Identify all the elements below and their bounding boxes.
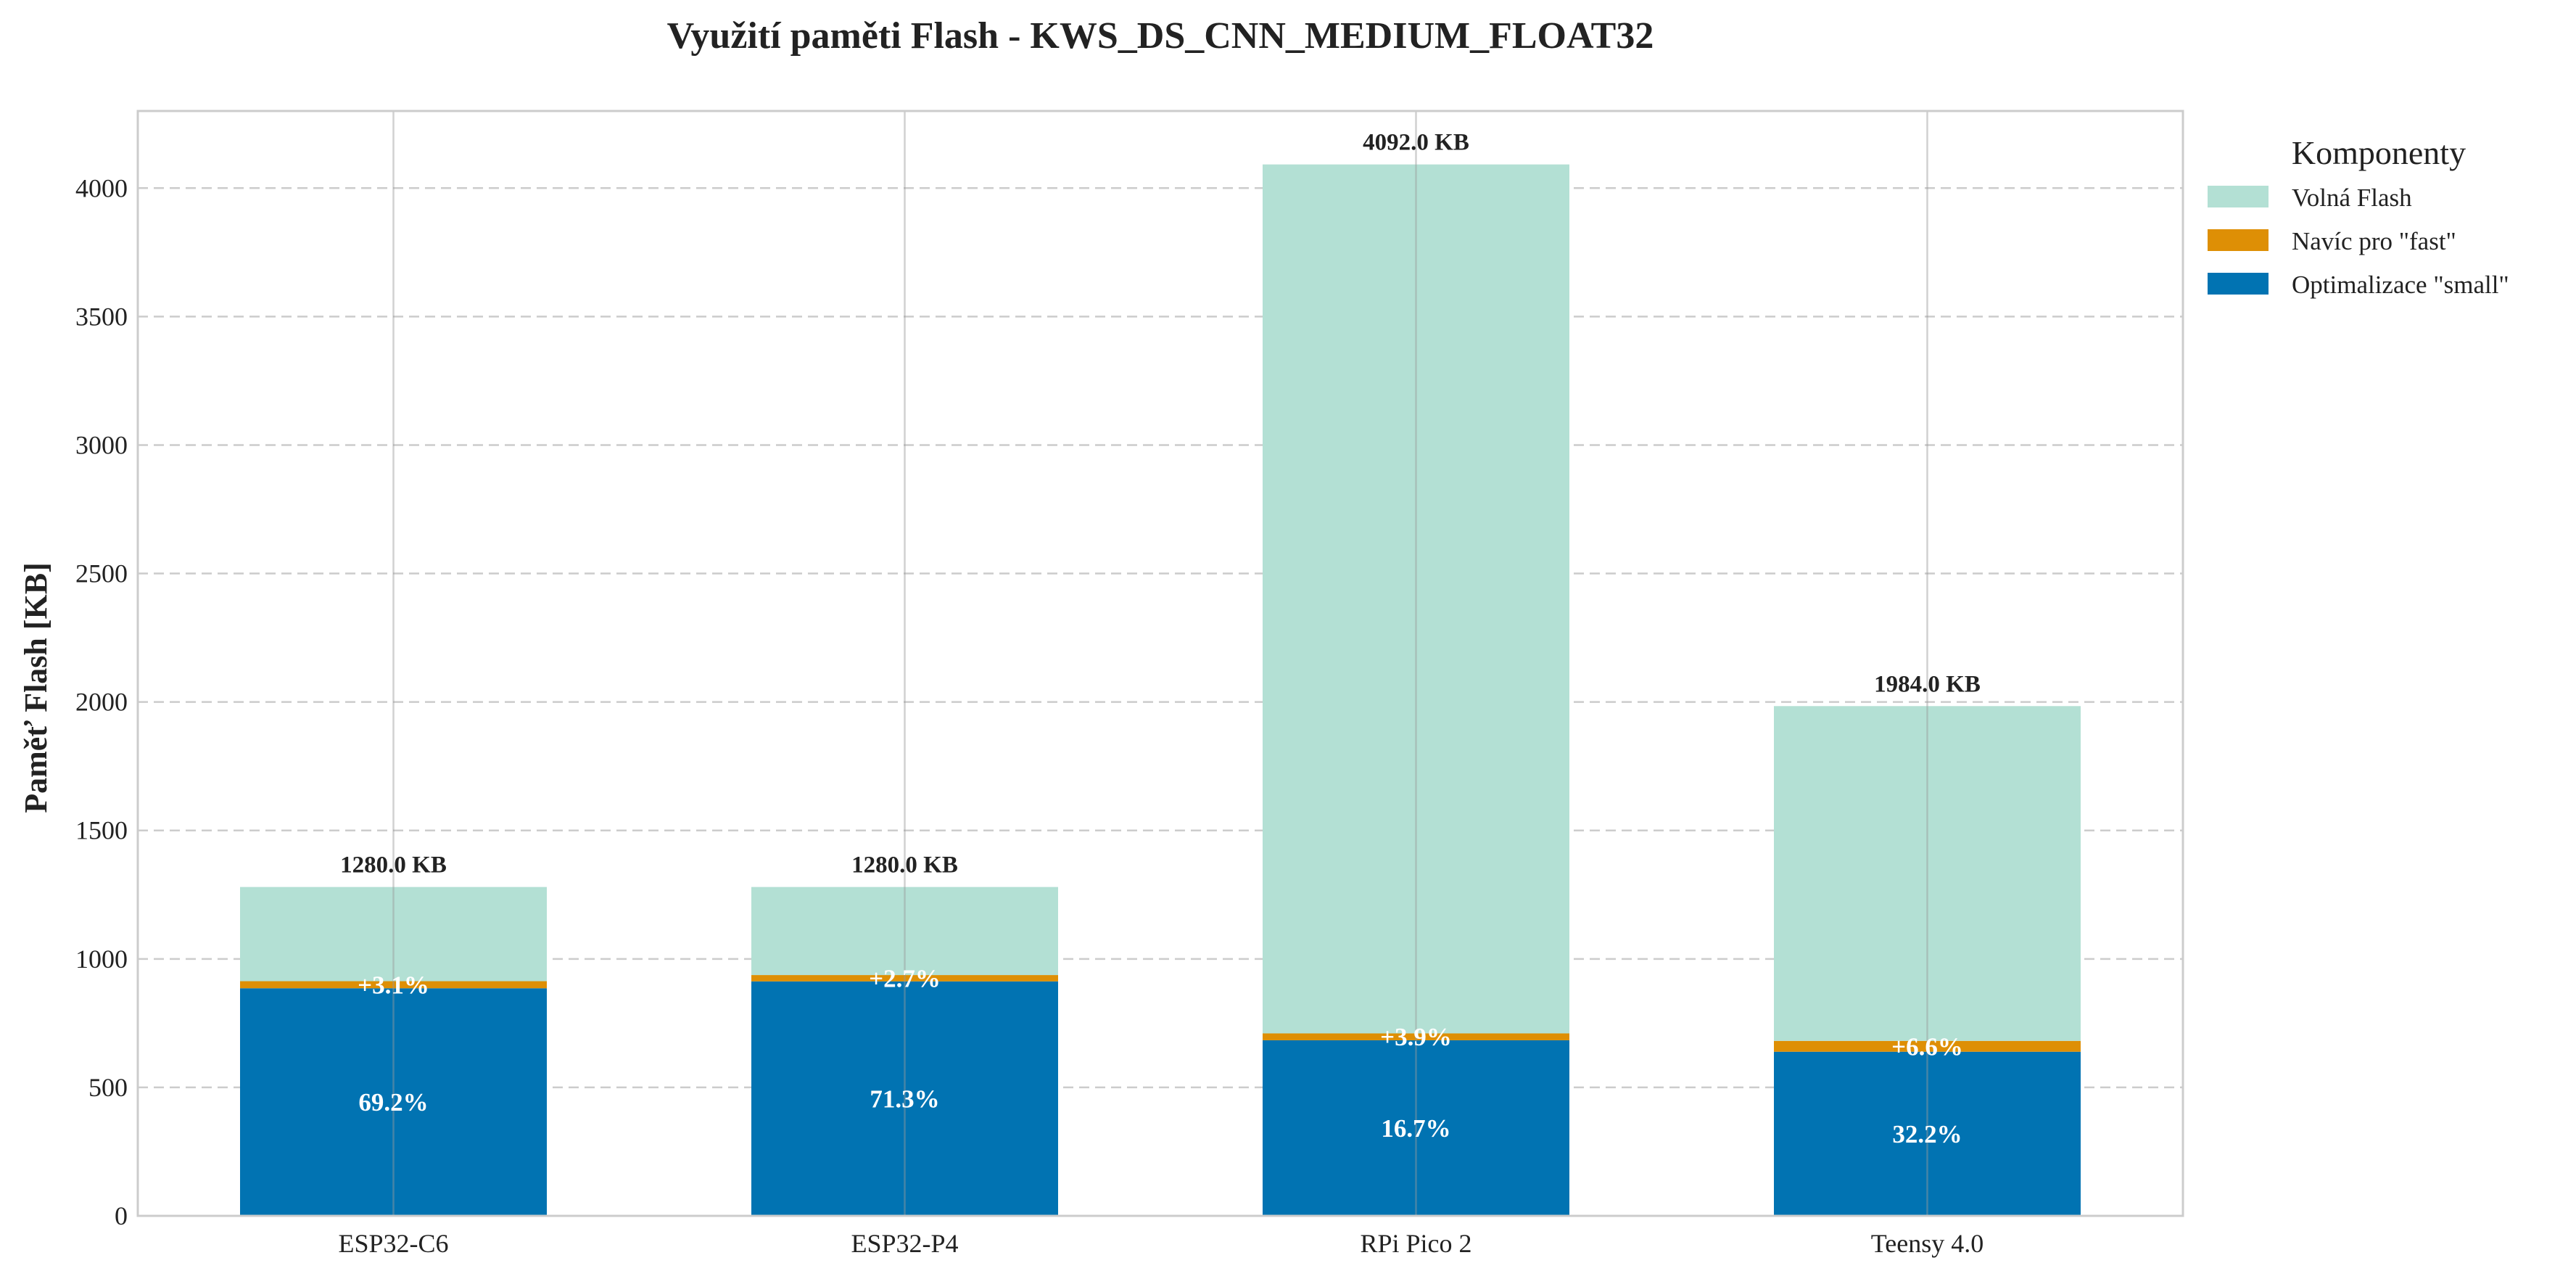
bar-segment xyxy=(1263,1040,1569,1216)
legend-entry: Volná Flash xyxy=(2292,184,2412,212)
bars-layer xyxy=(240,164,2081,1216)
y-tick-label: 2000 xyxy=(75,688,128,717)
bar-segment xyxy=(1263,164,1569,1034)
bar-segment xyxy=(751,975,1058,982)
y-tick-label: 500 xyxy=(88,1073,128,1102)
legend-title: Komponenty xyxy=(2292,134,2466,171)
x-tick-label: ESP32-P4 xyxy=(851,1229,958,1258)
fast-extra-label: +6.6% xyxy=(1891,1032,1963,1061)
bar-segment xyxy=(1774,706,2081,1041)
small-percent-label: 71.3% xyxy=(870,1085,939,1113)
vertical-gridlines xyxy=(392,111,1928,1216)
total-label: 4092.0 KB xyxy=(1363,130,1469,156)
x-tick-label: Teensy 4.0 xyxy=(1871,1229,1983,1258)
chart-title: Využití paměti Flash - KWS_DS_CNN_MEDIUM… xyxy=(667,15,1654,57)
total-label: 1984.0 KB xyxy=(1874,671,1981,697)
x-tick-label: RPi Pico 2 xyxy=(1360,1229,1471,1258)
bar-segment xyxy=(1263,1033,1569,1040)
small-percent-label: 69.2% xyxy=(358,1088,428,1116)
legend-swatch xyxy=(2208,229,2269,251)
legend: Komponenty Volná Flash Navíc pro "fast" Op… xyxy=(2208,134,2509,299)
bar-segment xyxy=(751,887,1058,976)
y-tick-label: 1500 xyxy=(75,816,128,845)
x-tick-label: ESP32-C6 xyxy=(338,1229,448,1258)
y-tick-label: 2500 xyxy=(75,559,128,588)
bar-segment xyxy=(1774,1051,2081,1216)
bar-segment xyxy=(1774,1040,2081,1052)
fast-extra-label: +2.7% xyxy=(869,964,941,992)
bar-segment xyxy=(240,887,547,982)
bar-segment xyxy=(240,988,547,1216)
labels-layer: 1280.0 KB 69.2% +3.1% 1280.0 KB 71.3% +2.7% 40… xyxy=(340,130,1981,1148)
small-percent-label: 32.2% xyxy=(1892,1120,1962,1148)
small-percent-label: 16.7% xyxy=(1381,1114,1450,1143)
legend-entry: Navíc pro "fast" xyxy=(2292,227,2456,255)
legend-swatch xyxy=(2208,186,2269,207)
total-label: 1280.0 KB xyxy=(340,852,447,879)
y-tick-label: 3500 xyxy=(75,302,128,331)
y-axis-label: Paměť Flash [KB] xyxy=(18,562,54,813)
axes-layer: 0 500 1000 1500 2000 2500 3000 3500 4000 ESP32-C6… xyxy=(75,110,2184,1258)
plot-frame xyxy=(136,110,2184,1217)
y-tick-label: 4000 xyxy=(75,173,128,202)
legend-swatch xyxy=(2208,273,2269,295)
total-label: 1280.0 KB xyxy=(851,852,958,879)
legend-entry: Optimalizace "small" xyxy=(2292,271,2509,299)
bar-segment xyxy=(751,981,1058,1216)
y-tick-label: 1000 xyxy=(75,945,128,974)
fast-extra-label: +3.9% xyxy=(1380,1023,1452,1051)
fast-extra-label: +3.1% xyxy=(358,971,429,999)
y-tick-label: 0 xyxy=(115,1201,128,1230)
bar-segment xyxy=(240,981,547,989)
y-tick-label: 3000 xyxy=(75,430,128,459)
